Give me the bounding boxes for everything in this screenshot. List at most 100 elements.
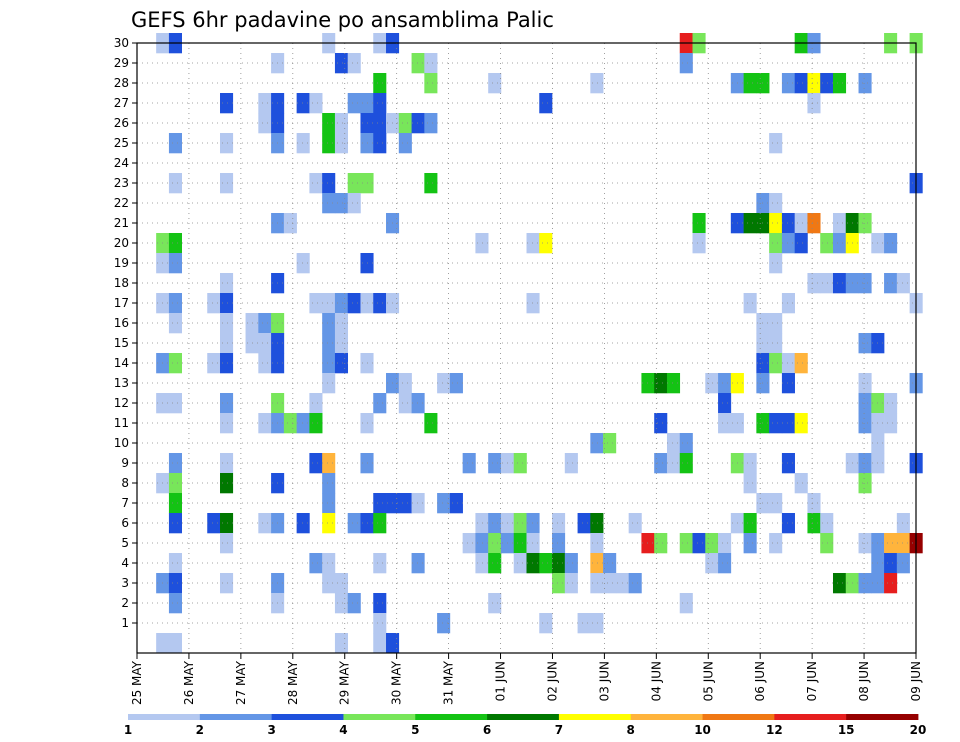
heatmap-cell	[258, 313, 272, 334]
colorbar-segment	[343, 714, 416, 720]
heatmap-cell	[168, 133, 182, 154]
y-tick-label: 18	[114, 276, 129, 290]
heatmap-cell	[309, 553, 323, 574]
heatmap-cell	[258, 113, 272, 134]
heatmap-cell	[552, 573, 566, 594]
heatmap-cell	[820, 73, 834, 94]
heatmap-cell	[398, 493, 412, 514]
heatmap-cell	[322, 573, 336, 594]
heatmap-cell	[334, 633, 349, 654]
heatmap-cell	[220, 93, 234, 114]
heatmap-cell	[373, 593, 387, 614]
heatmap-cell	[564, 453, 578, 474]
heatmap-cell	[896, 553, 910, 574]
heatmap-cell	[526, 233, 540, 254]
heatmap-cell	[884, 573, 898, 594]
heatmap-cell	[309, 413, 323, 434]
heatmap-cell	[743, 533, 757, 554]
heatmap-cell	[309, 93, 323, 114]
heatmap-cell	[168, 553, 182, 574]
y-tick-label: 5	[121, 536, 129, 550]
heatmap-cell	[283, 213, 297, 234]
heatmap-cell	[207, 293, 221, 314]
heatmap-cell	[322, 133, 336, 154]
heatmap-cell	[488, 453, 502, 474]
heatmap-cell	[373, 493, 387, 514]
heatmap-cell	[513, 553, 527, 574]
heatmap-cell	[220, 393, 234, 414]
x-tick-label: 01 JUN	[494, 661, 508, 701]
heatmap-cell	[168, 453, 182, 474]
x-tick-label: 30 MAY	[390, 660, 404, 705]
heatmap-cell	[832, 233, 847, 254]
heatmap-cell	[283, 413, 297, 434]
heatmap-cell	[781, 293, 795, 314]
heatmap-cell	[807, 493, 821, 514]
heatmap-cell	[334, 593, 349, 614]
heatmap-cell	[398, 393, 412, 414]
heatmap-cell	[679, 53, 693, 74]
heatmap-cell	[743, 213, 757, 234]
heatmap-cell	[475, 553, 489, 574]
heatmap-cell	[769, 413, 783, 434]
y-tick-label: 4	[121, 556, 129, 570]
heatmap-cell	[168, 513, 182, 534]
heatmap-cell	[373, 393, 387, 414]
colorbar-segment	[702, 714, 775, 720]
heatmap-cell	[411, 53, 425, 74]
heatmap-cell	[552, 553, 566, 574]
y-tick-label: 26	[114, 116, 129, 130]
heatmap-cell	[207, 513, 221, 534]
heatmap-cell	[832, 73, 847, 94]
heatmap-cell	[820, 533, 834, 554]
heatmap-cell	[718, 533, 732, 554]
heatmap-cell	[858, 393, 872, 414]
heatmap-cell	[168, 633, 182, 654]
heatmap-cell	[590, 553, 604, 574]
y-tick-label: 17	[114, 296, 129, 310]
heatmap-cell	[437, 493, 451, 514]
heatmap-cell	[168, 173, 182, 194]
y-tick-label: 8	[121, 476, 129, 490]
heatmap-cell	[168, 493, 182, 514]
heatmap-cell	[168, 233, 182, 254]
heatmap-cell	[743, 73, 757, 94]
heatmap-cell	[398, 373, 412, 394]
heatmap-cell	[322, 553, 336, 574]
heatmap-cell	[373, 293, 387, 314]
y-tick-label: 14	[114, 356, 129, 370]
heatmap-cell	[207, 353, 221, 374]
heatmap-cell	[411, 393, 425, 414]
y-tick-label: 9	[121, 456, 129, 470]
heatmap-cell	[513, 533, 527, 554]
heatmap-cell	[769, 233, 783, 254]
heatmap-cell	[168, 253, 182, 274]
heatmap-cell	[258, 413, 272, 434]
heatmap-cell	[462, 533, 476, 554]
x-tick-label: 08 JUN	[857, 661, 871, 701]
heatmap-cell	[462, 453, 476, 474]
heatmap-cell	[296, 93, 310, 114]
heatmap-cell	[858, 533, 872, 554]
heatmap-cell	[322, 473, 336, 494]
colorbar-tick-label: 1	[124, 723, 132, 737]
heatmap-cell	[769, 353, 783, 374]
heatmap-cell	[334, 133, 349, 154]
heatmap-cell	[884, 553, 898, 574]
heatmap-cell	[679, 593, 693, 614]
heatmap-cell	[220, 333, 234, 354]
heatmap-cell	[769, 493, 783, 514]
heatmap-cell	[654, 533, 668, 554]
heatmap-cell	[373, 113, 387, 134]
x-tick-label: 05 JUN	[701, 661, 715, 701]
heatmap-cell	[258, 93, 272, 114]
heatmap-cell	[220, 413, 234, 434]
heatmap-cell	[884, 273, 898, 294]
heatmap-cell	[832, 213, 847, 234]
heatmap-cell	[781, 73, 795, 94]
heatmap-cell	[718, 393, 732, 414]
heatmap-cell	[334, 53, 349, 74]
colorbar-tick-label: 8	[627, 723, 635, 737]
heatmap-cell	[309, 173, 323, 194]
x-tick-label: 25 MAY	[130, 660, 144, 705]
